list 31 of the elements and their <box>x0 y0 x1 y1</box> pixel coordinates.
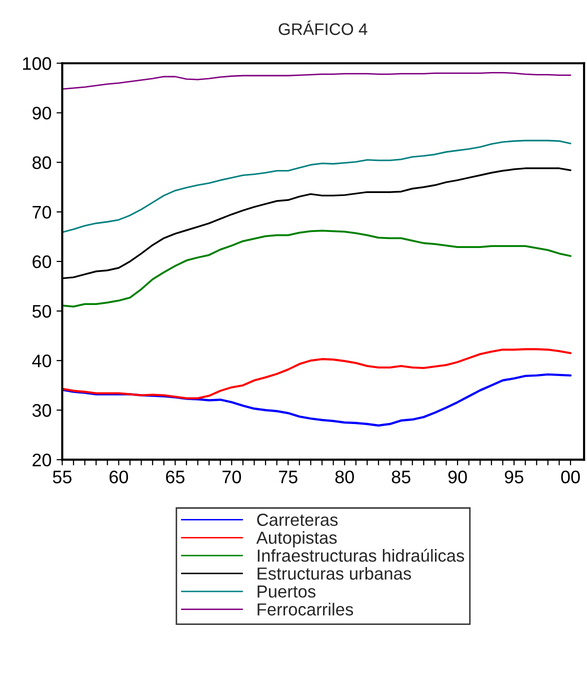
y-tick-label: 70 <box>32 206 52 219</box>
line-series <box>62 72 572 90</box>
x-tick-label: 55 <box>52 470 72 484</box>
line-series <box>62 348 572 400</box>
legend-label: Infraestructuras hidraúlicas <box>258 548 464 562</box>
x-tick-label: 85 <box>392 470 410 484</box>
y-tick-label: 100 <box>23 57 52 70</box>
legend-label: Autopistas <box>256 531 337 548</box>
chart-title: GRÁFICO 4 <box>278 20 368 36</box>
y-tick-label: 40 <box>32 354 52 368</box>
x-tick-label: 00 <box>561 470 580 484</box>
line-series <box>62 373 572 427</box>
legend-label: Ferrocarriles <box>258 602 354 616</box>
line-series <box>62 140 572 234</box>
legend-label: Carreteras <box>257 514 338 526</box>
x-tick-label: 75 <box>279 470 298 484</box>
x-tick-label: 80 <box>335 470 354 484</box>
x-tick-label: 60 <box>110 470 128 484</box>
legend-label: Puertos <box>258 586 316 598</box>
x-tick-label: 65 <box>166 470 184 484</box>
x-tick-label: 90 <box>448 470 467 484</box>
legend-label: Estructuras urbanas <box>258 566 411 580</box>
y-tick-label: 20 <box>32 454 52 466</box>
y-tick-label: 50 <box>32 304 52 318</box>
x-tick-label: 95 <box>504 470 524 484</box>
y-tick-label: 60 <box>32 255 52 268</box>
x-tick-label: 70 <box>222 470 241 484</box>
y-tick-label: 30 <box>32 404 52 417</box>
y-tick-label: 90 <box>32 106 52 120</box>
line-series <box>62 230 572 308</box>
y-tick-label: 80 <box>32 156 52 170</box>
